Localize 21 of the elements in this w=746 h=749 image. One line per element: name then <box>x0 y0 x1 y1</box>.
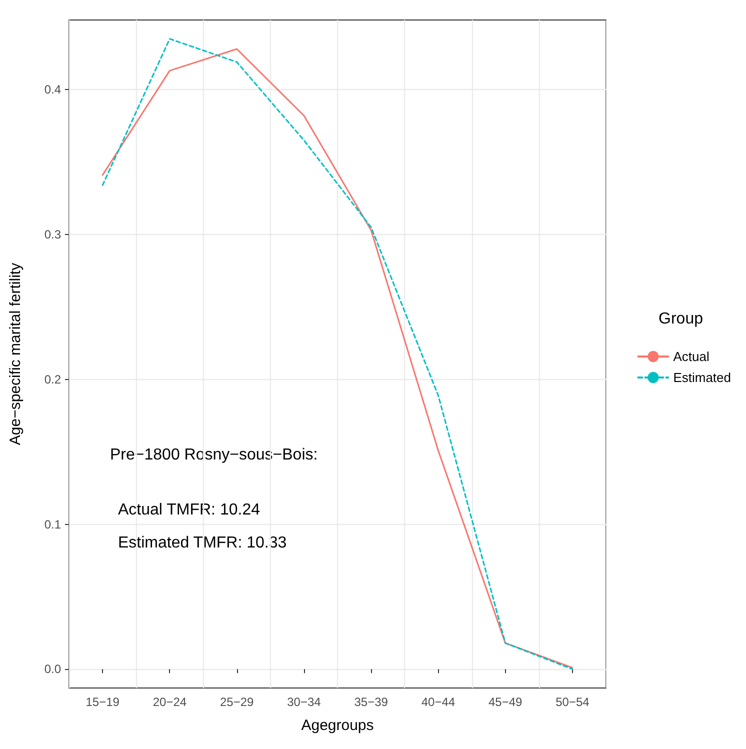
x-tick-label: 20−24 <box>152 695 187 709</box>
y-tick-label: 0.0 <box>44 662 62 676</box>
x-tick-label: 40−44 <box>421 695 456 709</box>
y-tick-label: 0.3 <box>44 227 62 242</box>
x-tick-label: 50−54 <box>556 695 590 709</box>
x-tick-label: 45−49 <box>488 695 522 709</box>
x-tick-label: 30−34 <box>287 695 322 709</box>
y-axis-title: Age−specific marital fertility <box>7 262 24 446</box>
y-tick-label: 0.1 <box>44 517 62 532</box>
annotation: Actual TMFR: 10.24 <box>118 502 260 518</box>
legend-label: Estimated <box>673 370 732 385</box>
annotation: Pre−1800 Rosny−sous−Bois: <box>110 446 318 464</box>
y-tick-label: 0.2 <box>44 372 62 386</box>
x-axis-title: Agegroups <box>301 717 374 734</box>
x-tick-label: 25−29 <box>220 695 254 709</box>
x-tick-label: 15−19 <box>86 695 120 709</box>
legend-label: Actual <box>673 349 710 364</box>
y-tick-label: 0.4 <box>44 82 62 97</box>
x-tick-label: 35−39 <box>354 695 388 709</box>
legend-title: Group <box>658 310 704 328</box>
annotation: Estimated TMFR: 10.33 <box>118 534 287 552</box>
